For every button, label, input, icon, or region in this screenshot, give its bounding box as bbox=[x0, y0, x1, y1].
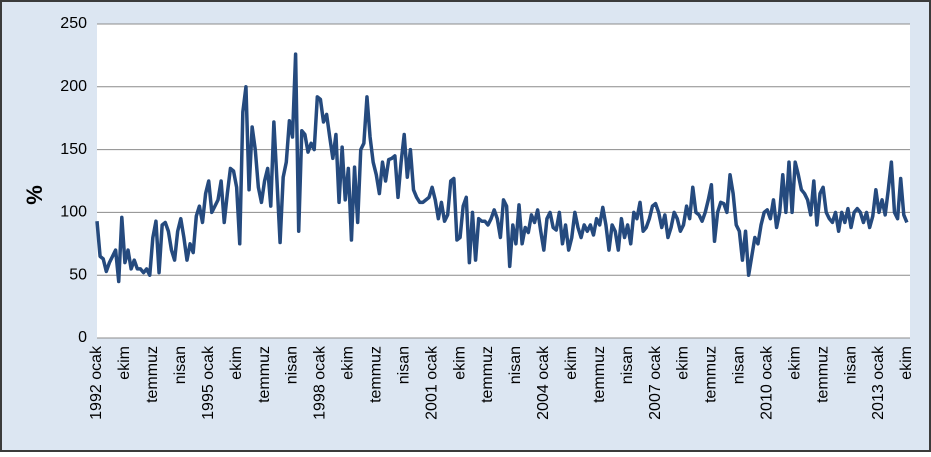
data-line bbox=[95, 52, 909, 284]
x-tick-label: 1998 ocak bbox=[312, 345, 329, 420]
x-tick-label: nisan bbox=[619, 346, 636, 384]
y-tick-label: 0 bbox=[78, 329, 87, 346]
x-tick-label: ekim bbox=[116, 346, 133, 380]
y-tick-label: 200 bbox=[60, 78, 87, 95]
x-tick-label: 2001 ocak bbox=[423, 345, 440, 420]
x-tick-label: temmuz bbox=[256, 346, 273, 403]
x-tick-label: nisan bbox=[172, 346, 189, 384]
x-tick-label: nisan bbox=[284, 346, 301, 384]
x-tick-label: temmuz bbox=[591, 346, 608, 403]
x-tick-label: ekim bbox=[228, 346, 245, 380]
x-tick-label: ekim bbox=[898, 346, 915, 380]
plot-area bbox=[97, 24, 910, 338]
x-tick-label: temmuz bbox=[144, 346, 161, 403]
y-tick-label: 100 bbox=[60, 204, 87, 221]
x-tick-label: nisan bbox=[395, 346, 412, 384]
x-tick-label: 1992 ocak bbox=[88, 345, 105, 420]
x-tick-label: 2007 ocak bbox=[647, 345, 664, 420]
x-tick-label: ekim bbox=[451, 346, 468, 380]
x-tick-label: ekim bbox=[340, 346, 357, 380]
y-tick-label: 50 bbox=[69, 266, 87, 283]
x-tick-label: ekim bbox=[675, 346, 692, 380]
x-tick-label: ekim bbox=[563, 346, 580, 380]
x-tick-label: ekim bbox=[786, 346, 803, 380]
x-tick-label: nisan bbox=[507, 346, 524, 384]
y-axis-label: % bbox=[22, 185, 47, 205]
x-tick-label: nisan bbox=[842, 346, 859, 384]
x-tick-label: temmuz bbox=[703, 346, 720, 403]
x-tick-label: 2010 ocak bbox=[758, 345, 775, 420]
y-tick-label: 150 bbox=[60, 141, 87, 158]
x-tick-label: 1995 ocak bbox=[200, 345, 217, 420]
x-tick-label: 2004 ocak bbox=[535, 345, 552, 420]
y-tick-label: 250 bbox=[60, 15, 87, 32]
x-tick-label: temmuz bbox=[479, 346, 496, 403]
x-tick-label: temmuz bbox=[814, 346, 831, 403]
x-tick-label: nisan bbox=[731, 346, 748, 384]
x-tick-label: 2013 ocak bbox=[870, 345, 887, 420]
x-tick-label: temmuz bbox=[367, 346, 384, 403]
